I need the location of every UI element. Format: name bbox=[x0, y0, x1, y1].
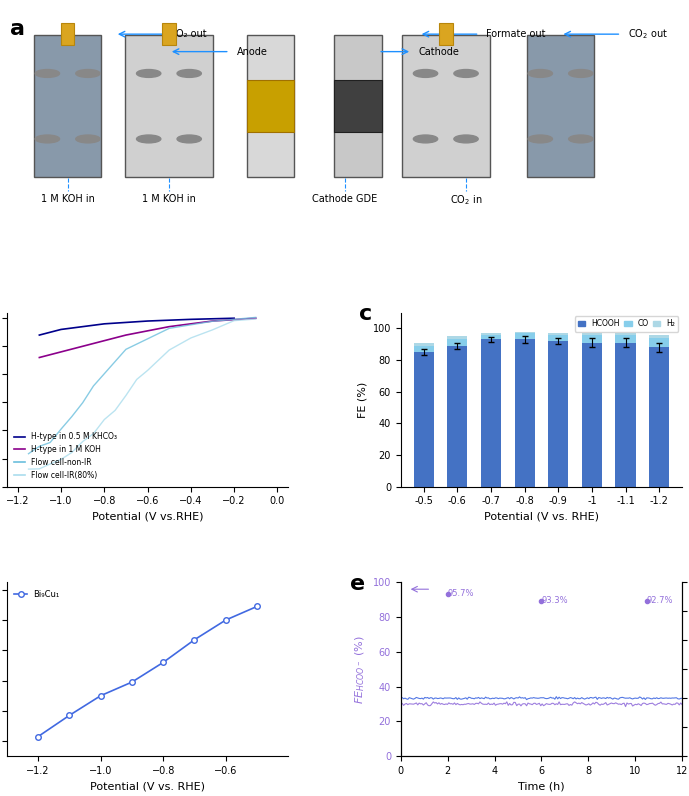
Bi₉Cu₁ bbox=[127, 677, 136, 687]
FancyBboxPatch shape bbox=[334, 80, 382, 132]
Bar bbox=[649, 335, 669, 338]
Bar bbox=[447, 337, 467, 340]
Bar bbox=[548, 341, 568, 486]
Bi₉Cu₁ bbox=[253, 602, 261, 611]
Bar bbox=[515, 334, 535, 340]
FancyBboxPatch shape bbox=[334, 35, 382, 178]
Y-axis label: FE (%): FE (%) bbox=[357, 381, 367, 418]
Bi₉Cu₁ bbox=[159, 657, 167, 667]
Circle shape bbox=[454, 135, 478, 142]
Bi₉Cu₁ bbox=[222, 615, 230, 625]
FancyBboxPatch shape bbox=[247, 35, 294, 178]
Text: Cathode: Cathode bbox=[419, 47, 460, 57]
Text: Anode: Anode bbox=[236, 47, 267, 57]
Circle shape bbox=[413, 69, 438, 77]
FancyBboxPatch shape bbox=[527, 35, 595, 178]
FancyBboxPatch shape bbox=[439, 23, 453, 45]
Circle shape bbox=[136, 135, 161, 142]
Text: CO$_2$ in: CO$_2$ in bbox=[450, 193, 482, 207]
X-axis label: Potential (V vs. RHE): Potential (V vs. RHE) bbox=[90, 782, 205, 791]
X-axis label: Time (h): Time (h) bbox=[518, 782, 565, 791]
Text: a: a bbox=[10, 19, 25, 39]
Bar bbox=[615, 342, 636, 486]
Bar bbox=[515, 332, 535, 334]
Circle shape bbox=[454, 69, 478, 77]
Bar bbox=[582, 334, 602, 335]
Circle shape bbox=[35, 69, 59, 77]
Text: 1 M KOH in: 1 M KOH in bbox=[41, 193, 94, 204]
X-axis label: Potential (V vs. RHE): Potential (V vs. RHE) bbox=[484, 512, 599, 522]
Y-axis label: $FE_{HCOO^-}$ (%): $FE_{HCOO^-}$ (%) bbox=[353, 635, 367, 704]
Circle shape bbox=[528, 69, 553, 77]
FancyBboxPatch shape bbox=[34, 35, 101, 178]
Legend: H-type in 0.5 M KHCO₃, H-type in 1 M KOH, Flow cell-non-IR, Flow cell-IR(80%): H-type in 0.5 M KHCO₃, H-type in 1 M KOH… bbox=[11, 429, 121, 482]
Bi₉Cu₁ bbox=[65, 711, 74, 720]
X-axis label: Potential (V vs.RHE): Potential (V vs.RHE) bbox=[92, 512, 203, 522]
Circle shape bbox=[568, 69, 593, 77]
Text: Cathode GDE: Cathode GDE bbox=[312, 193, 377, 204]
Circle shape bbox=[177, 69, 201, 77]
Text: 93.3%: 93.3% bbox=[542, 596, 568, 605]
Bar bbox=[481, 334, 501, 335]
Bar bbox=[582, 342, 602, 486]
Text: 95.7%: 95.7% bbox=[448, 589, 474, 599]
Text: 1 M KOH in: 1 M KOH in bbox=[142, 193, 196, 204]
Bar bbox=[615, 335, 636, 342]
Text: 92.7%: 92.7% bbox=[647, 596, 673, 605]
Circle shape bbox=[528, 135, 553, 142]
Bi₉Cu₁ bbox=[34, 732, 42, 741]
FancyBboxPatch shape bbox=[402, 35, 490, 178]
Bar bbox=[548, 335, 568, 341]
Bar bbox=[515, 340, 535, 486]
Circle shape bbox=[136, 69, 161, 77]
FancyBboxPatch shape bbox=[61, 23, 74, 45]
Bar bbox=[548, 334, 568, 335]
Circle shape bbox=[177, 135, 201, 142]
Text: CO$_2$ out: CO$_2$ out bbox=[628, 27, 668, 41]
Circle shape bbox=[35, 135, 59, 142]
Bar bbox=[649, 347, 669, 486]
Circle shape bbox=[568, 135, 593, 142]
Bar bbox=[447, 345, 467, 486]
Bar bbox=[615, 334, 636, 335]
Bar bbox=[413, 352, 434, 486]
FancyBboxPatch shape bbox=[162, 23, 176, 45]
Circle shape bbox=[76, 69, 100, 77]
Bar bbox=[481, 335, 501, 340]
Text: e: e bbox=[350, 574, 365, 594]
Line: Bi₉Cu₁: Bi₉Cu₁ bbox=[35, 603, 260, 739]
Bar bbox=[649, 338, 669, 347]
Bar bbox=[582, 335, 602, 342]
Legend: HCOOH, CO, H₂: HCOOH, CO, H₂ bbox=[575, 317, 678, 332]
FancyBboxPatch shape bbox=[125, 35, 213, 178]
Bi₉Cu₁ bbox=[96, 691, 105, 700]
Text: Formate out: Formate out bbox=[486, 29, 546, 39]
Text: c: c bbox=[358, 304, 372, 324]
Bar bbox=[413, 345, 434, 352]
Legend: Bi₉Cu₁: Bi₉Cu₁ bbox=[11, 587, 63, 602]
Bar bbox=[413, 342, 434, 345]
Bi₉Cu₁ bbox=[190, 635, 198, 645]
Text: O₂ out: O₂ out bbox=[176, 29, 206, 39]
Circle shape bbox=[413, 135, 438, 142]
Bar bbox=[447, 340, 467, 345]
FancyBboxPatch shape bbox=[247, 80, 294, 132]
Bar bbox=[481, 340, 501, 486]
Circle shape bbox=[76, 135, 100, 142]
